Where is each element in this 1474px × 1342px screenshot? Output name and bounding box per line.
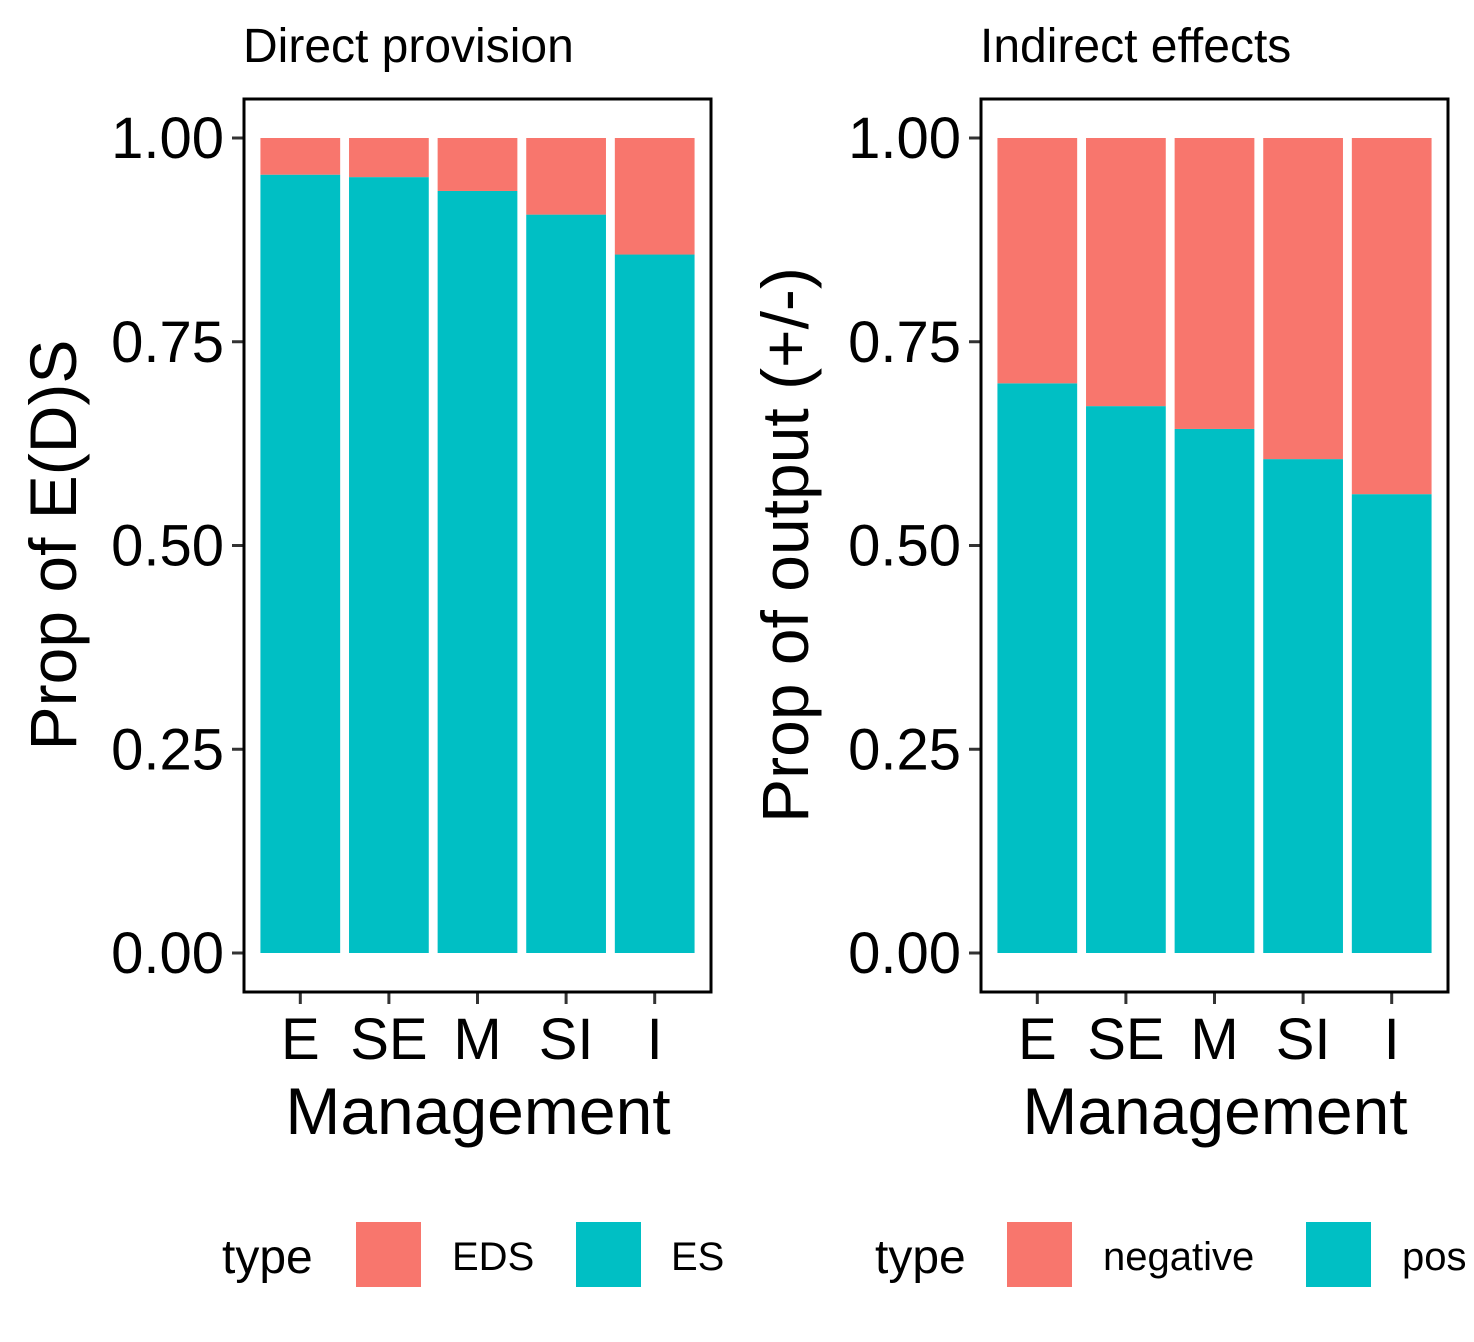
panel-1-bar-eds-e (260, 138, 341, 175)
panel-2-bar-pos-i (1351, 494, 1432, 953)
panel-1-y-tick-label-4: 1.00 (111, 106, 224, 171)
panel-2-y-tick-label-0: 0.00 (848, 921, 961, 986)
panel-1-x-axis-title: Management (285, 1074, 670, 1148)
panel-2-y-tick-label-2: 0.50 (848, 514, 961, 579)
panel-2-panel-border (979, 97, 1450, 994)
panel-1-x-tick-label-se: SE (350, 1007, 427, 1072)
panel-2-bar-pos-si (1263, 459, 1343, 953)
panel-2-y-axis-title: Prop of output (+/-) (748, 267, 822, 823)
panel-1-x-tick-label-e: E (281, 1007, 320, 1072)
panel-2-y-tick-label-1: 0.25 (848, 717, 961, 782)
panel-2-bar-pos-m (1174, 428, 1255, 954)
panel-1-x-tick-label-si: SI (539, 1007, 594, 1072)
panel-1-bar-eds-m (437, 138, 518, 191)
panel-2-y-tick-label-4: 1.00 (848, 106, 961, 171)
panel-1-title: Direct provision (243, 20, 574, 73)
panel-1-bar-es-e (260, 174, 341, 953)
panel-2-plot: E SE M SI I 0.00 0.25 0.50 0.75 1.00 (848, 97, 1450, 1287)
panel-1-bar-eds-se (349, 138, 429, 178)
panel-2-legend-swatch-pos (1306, 1222, 1371, 1287)
panel-2-x-tick-label-m: M (1190, 1007, 1238, 1072)
panel-2-bar-negative-se (1086, 138, 1166, 407)
panel-1-y-axis-title: Prop of E(D)S (16, 340, 90, 751)
panel-1-y-tick-label-2: 0.50 (111, 514, 224, 579)
panel-1-x-tick-label-m: M (453, 1007, 501, 1072)
panel-1-legend-swatch-eds (356, 1222, 421, 1287)
panel-2-title: Indirect effects (980, 20, 1291, 73)
panel-2-legend-swatch-negative (1007, 1222, 1072, 1287)
panel-1-bar-eds-si (526, 138, 606, 215)
panel-2-x-tick-label-se: SE (1087, 1007, 1164, 1072)
panel-2-x-tick-label-i: I (1384, 1007, 1400, 1072)
panel-2-legend-title: type (875, 1231, 966, 1284)
panel-1-bar-es-si (526, 214, 606, 954)
panel-1-y-tick-label-3: 0.75 (111, 310, 224, 375)
panel-1-plot: E SE M SI I 0.00 0.25 0.50 0.75 1.00 (111, 97, 713, 1287)
panel-2-x-axis-title: Management (1022, 1074, 1407, 1148)
panel-1-bar-es-m (437, 190, 518, 954)
panel-2-x-tick-label-si: SI (1276, 1007, 1331, 1072)
panel-1-legend-label-es: ES (671, 1235, 724, 1279)
panel-2-legend-label-pos: pos (1402, 1235, 1467, 1279)
panel-1-y-tick-label-1: 0.25 (111, 717, 224, 782)
panel-2-x-tick-label-e: E (1018, 1007, 1057, 1072)
panel-1-x-tick-label-i: I (647, 1007, 663, 1072)
panel-1-bar-es-i (614, 254, 695, 954)
panel-1-panel-border (242, 97, 713, 994)
panel-2-bar-pos-e (997, 383, 1078, 953)
panel-1-bar-eds-i (614, 138, 695, 255)
panel-1-legend-label-eds: EDS (452, 1235, 534, 1279)
panel-2-bar-pos-se (1086, 406, 1166, 953)
panel-2-bar-negative-m (1174, 138, 1255, 429)
panel-2-y-tick-label-3: 0.75 (848, 310, 961, 375)
panel-2-bar-negative-i (1351, 138, 1432, 495)
panel-1-bar-es-se (349, 177, 429, 953)
panel-1-legend-swatch-es (576, 1222, 641, 1287)
panel-1-y-tick-label-0: 0.00 (111, 921, 224, 986)
panel-2-bar-negative-si (1263, 138, 1343, 460)
panel-2-bar-negative-e (997, 138, 1078, 384)
panel-1-legend-title: type (222, 1231, 313, 1284)
panel-2-legend-label-negative: negative (1103, 1235, 1254, 1279)
